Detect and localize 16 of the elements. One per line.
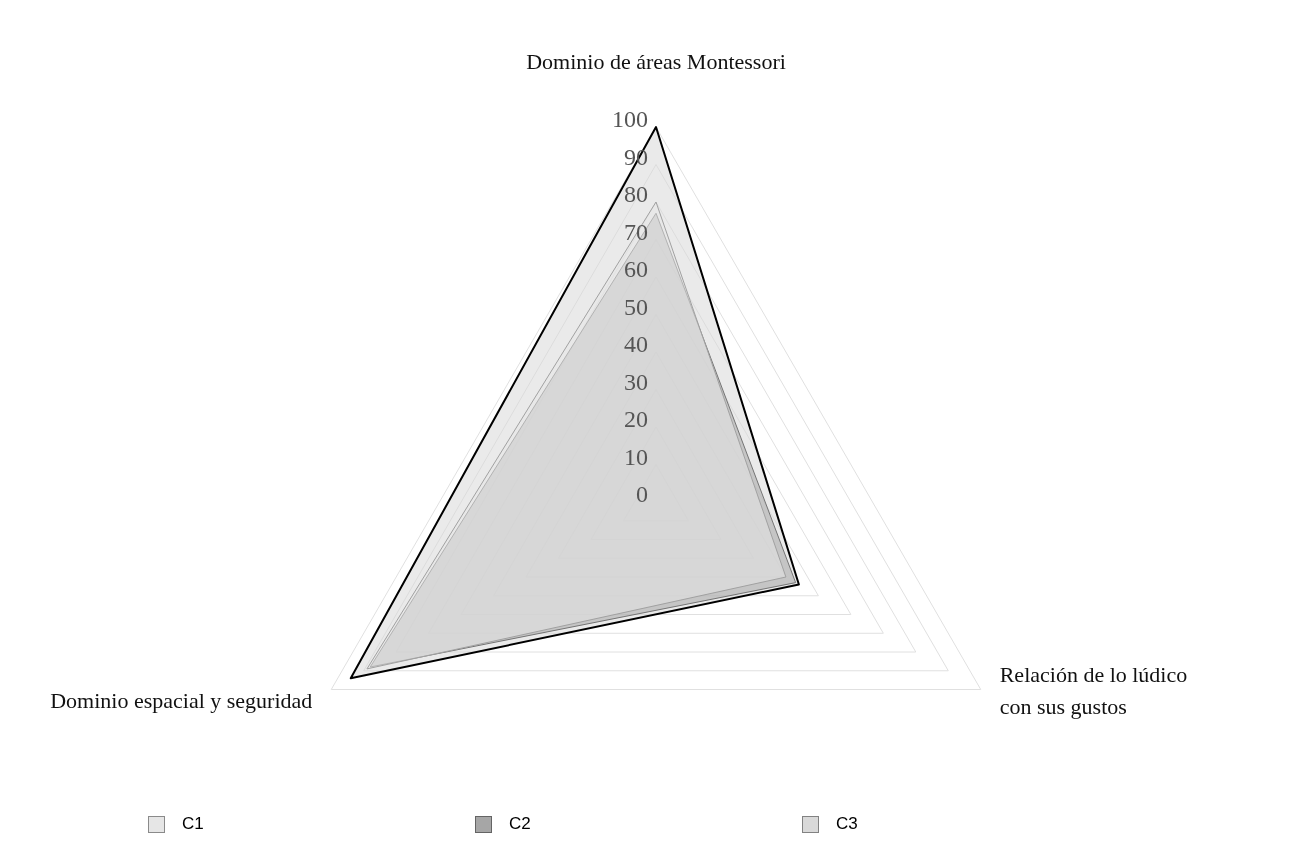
legend-label: C1: [182, 814, 204, 834]
spoke-label: Dominio espacial y seguridad: [50, 687, 313, 713]
y-tick-label: 80: [624, 181, 648, 207]
y-tick-label: 40: [624, 331, 648, 357]
y-tick-label: 20: [624, 406, 648, 432]
y-tick-label: 30: [624, 368, 648, 395]
legend-label: C2: [509, 814, 531, 834]
y-tick-label: 60: [624, 256, 648, 282]
spoke-label: Dominio de áreas Montessori: [526, 49, 786, 74]
y-tick-label: 70: [624, 218, 648, 245]
y-tick-label: 10: [624, 443, 648, 470]
spoke-label: Relación de lo lúdico con sus gustos: [999, 661, 1188, 719]
y-tick-label: 50: [624, 293, 648, 320]
y-tick-label: 0: [636, 481, 648, 507]
legend-label: C3: [836, 814, 858, 834]
y-tick-label: 100: [612, 106, 648, 132]
